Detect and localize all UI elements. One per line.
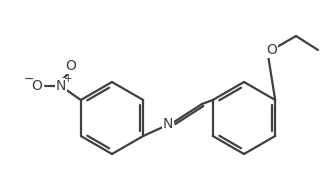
- Text: O: O: [267, 43, 277, 57]
- Text: O: O: [31, 79, 42, 93]
- Text: N: N: [56, 79, 66, 93]
- Text: −: −: [24, 73, 34, 85]
- Text: N: N: [163, 117, 173, 131]
- Text: +: +: [63, 74, 72, 84]
- Text: O: O: [65, 59, 76, 73]
